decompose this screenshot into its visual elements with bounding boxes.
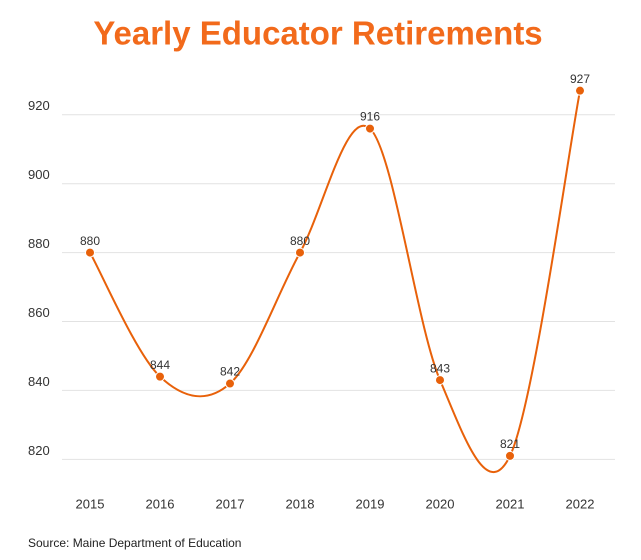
point [85, 247, 95, 258]
point [295, 247, 305, 258]
line [89, 90, 581, 473]
x-tick-label: 2016 [146, 496, 175, 511]
value-label: 843 [430, 361, 450, 375]
y-tick-label: 920 [28, 98, 50, 113]
x-tick-label: 2020 [426, 496, 455, 511]
point [435, 375, 445, 386]
value-label: 844 [150, 358, 170, 372]
x-tick-label: 2019 [356, 496, 385, 511]
point [575, 85, 585, 96]
point [505, 450, 515, 461]
value-label: 916 [360, 110, 380, 124]
x-tick-label: 2015 [76, 496, 105, 511]
value-label: 880 [80, 234, 100, 248]
x-tick-label: 2018 [286, 496, 315, 511]
point [155, 371, 165, 382]
x-tick-label: 2021 [496, 496, 525, 511]
value-label: 821 [500, 437, 520, 451]
y-tick-label: 820 [28, 443, 50, 458]
y-tick-label: 840 [28, 374, 50, 389]
x-tick-label: 2022 [566, 496, 595, 511]
value-label: 880 [290, 234, 310, 248]
y-tick-label: 900 [28, 167, 50, 182]
y-tick-label: 880 [28, 236, 50, 251]
chart-title: Yearly Educator Retirements [93, 15, 542, 52]
y-tick-label: 860 [28, 305, 50, 320]
source-note: Source: Maine Department of Education [28, 536, 241, 550]
point [225, 378, 235, 389]
x-tick-label: 2017 [216, 496, 245, 511]
value-label: 927 [570, 72, 590, 86]
grid [62, 114, 615, 460]
point [365, 123, 375, 134]
value-label: 842 [220, 365, 240, 379]
